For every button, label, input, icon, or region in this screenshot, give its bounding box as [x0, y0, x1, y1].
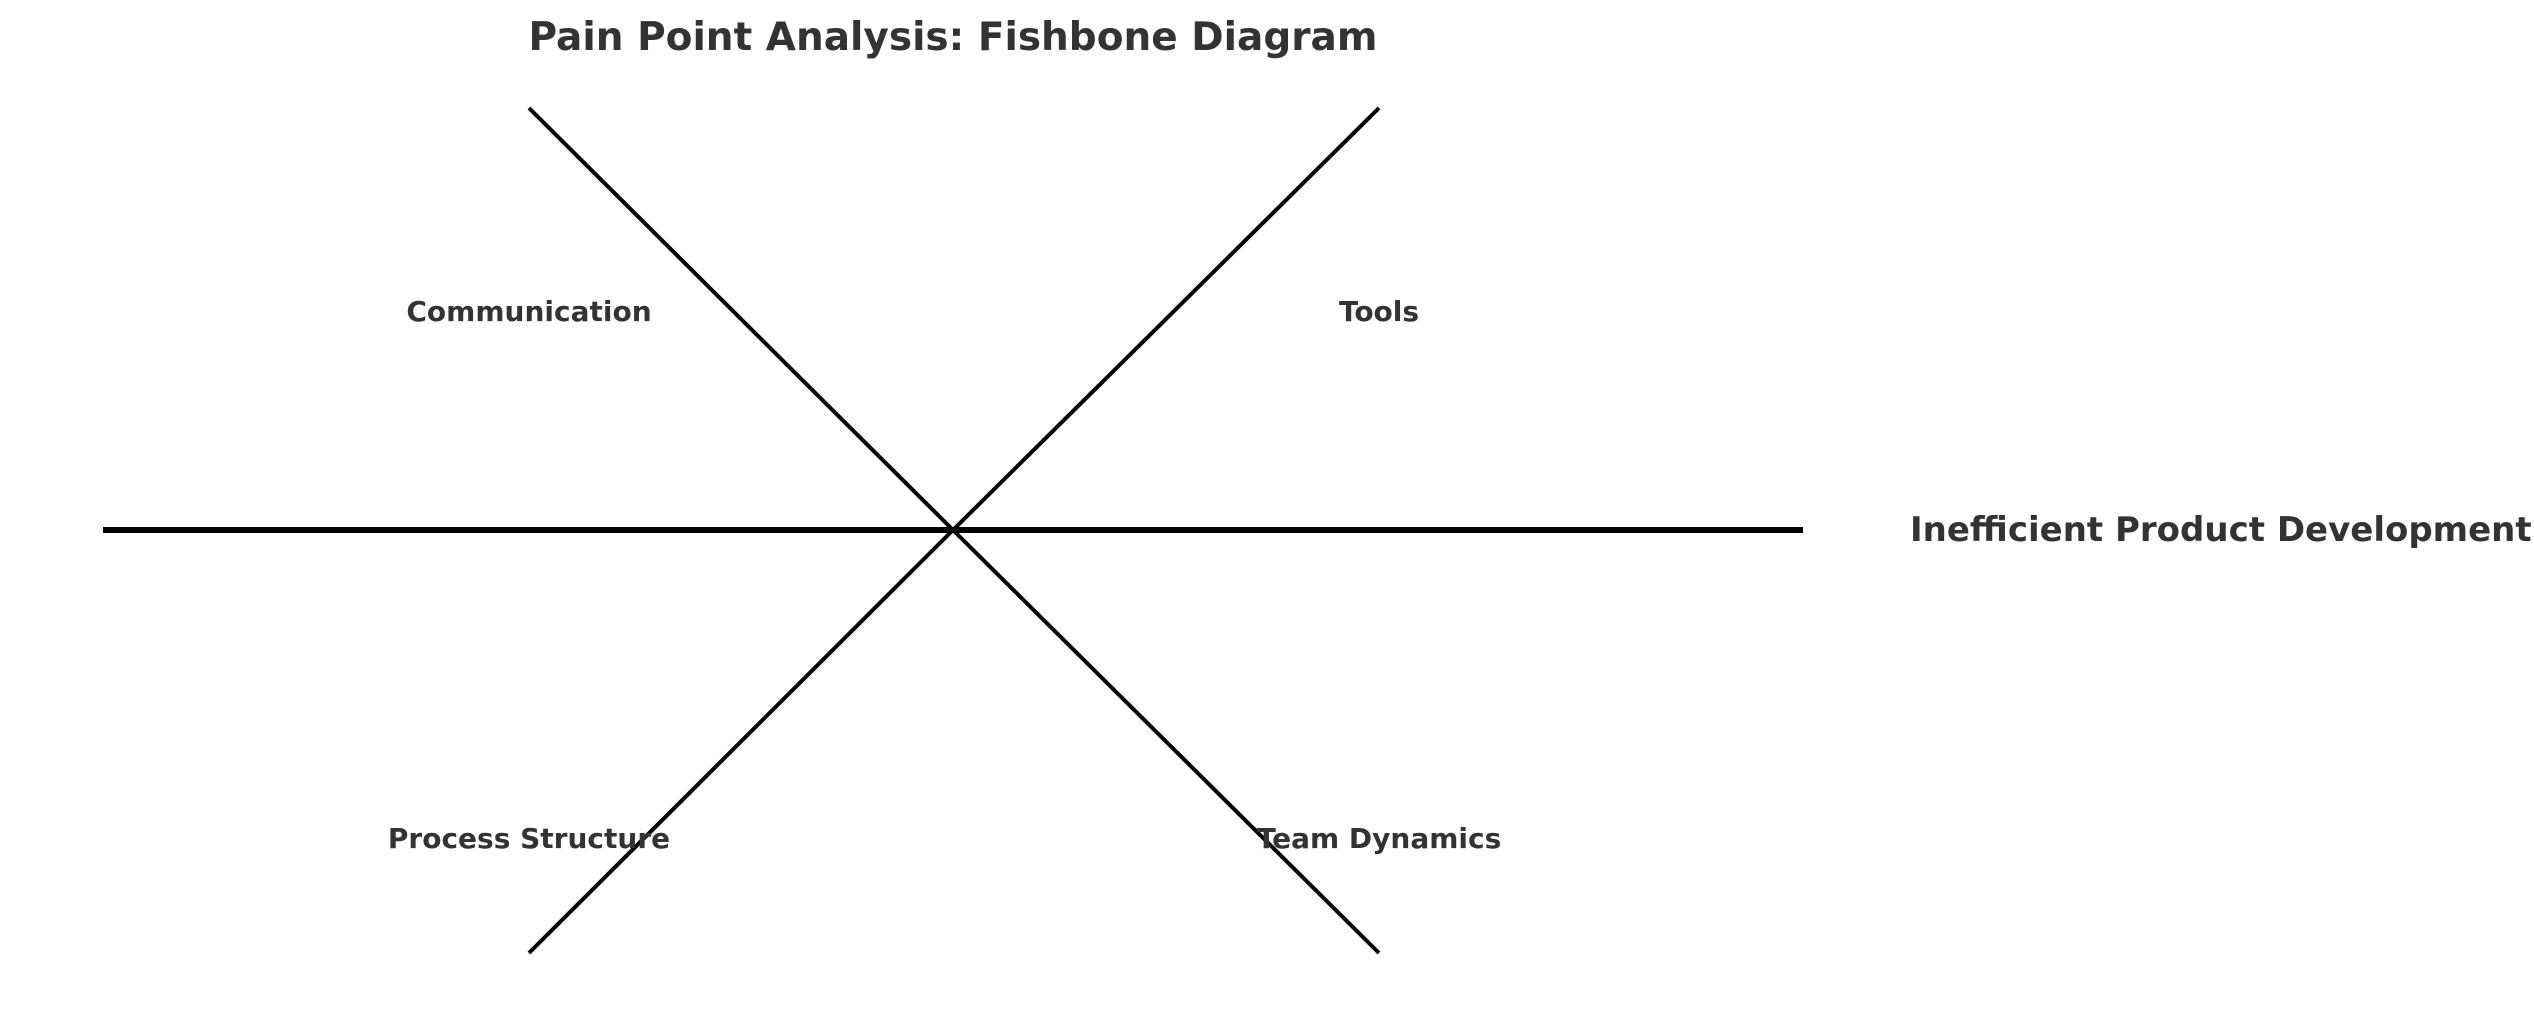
effect-label: Inefficient Product Development — [1910, 510, 2532, 550]
bone-bottom-right — [951, 528, 1381, 955]
category-label-process-structure: Process Structure — [388, 822, 670, 855]
category-label-tools: Tools — [1339, 295, 1419, 328]
bone-top-right — [951, 106, 1381, 532]
category-label-team-dynamics: Team Dynamics — [1257, 822, 1502, 855]
category-label-communication: Communication — [406, 295, 651, 328]
bone-top-left — [527, 106, 955, 532]
bone-bottom-left — [527, 528, 955, 955]
diagram-title: Pain Point Analysis: Fishbone Diagram — [529, 15, 1378, 60]
